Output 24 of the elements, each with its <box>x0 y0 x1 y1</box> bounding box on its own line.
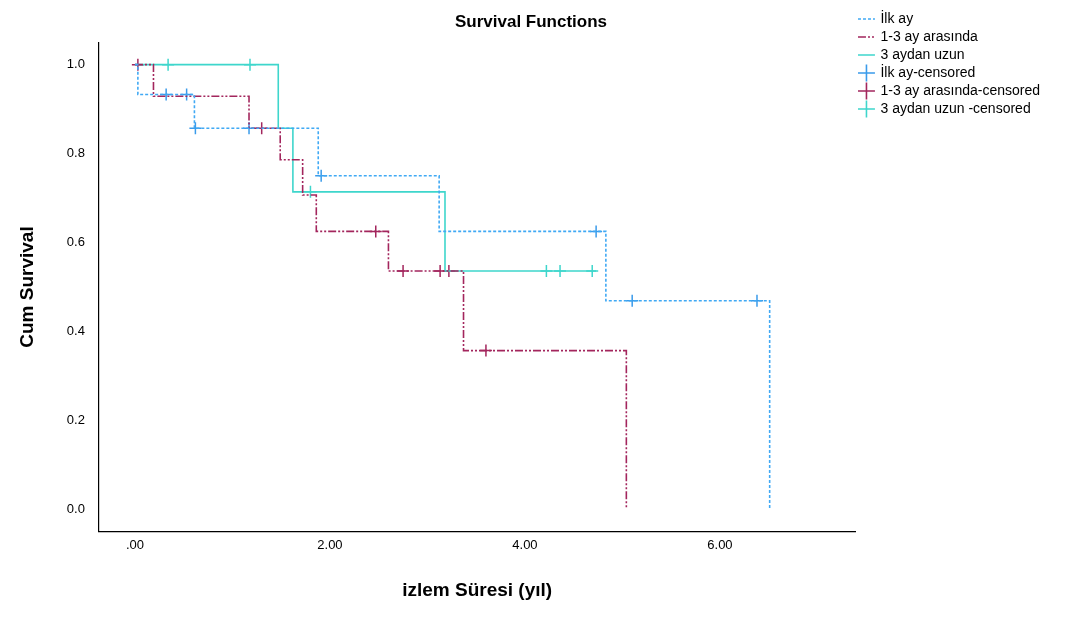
chart-title: Survival Functions <box>454 11 608 31</box>
point <box>750 294 764 308</box>
point <box>188 121 203 135</box>
legend-label: 3 aydan uzun -censored <box>880 99 1031 116</box>
x-tick-label: 2.00 <box>317 536 343 552</box>
y-tick-label: 0.8 <box>66 145 85 161</box>
y-axis-title: Cum Survival <box>15 226 37 348</box>
x-tick-label: 4.00 <box>512 536 538 552</box>
y-tick-label: 0.0 <box>66 500 85 516</box>
point <box>589 224 603 239</box>
point <box>625 294 639 308</box>
legend-label: 3 aydan uzun <box>880 45 965 62</box>
legend-label: 1-3 ay arasında-censored <box>880 81 1041 98</box>
legend-label: İlk ay-censored <box>880 62 976 80</box>
legend-label: 1-3 ay arasında <box>880 27 978 44</box>
point <box>369 224 383 239</box>
y-tick-label: 0.2 <box>66 412 85 427</box>
x-tick-label: 6.00 <box>707 536 733 552</box>
y-tick-label: 0.4 <box>66 323 85 339</box>
y-tick-label: 1.0 <box>66 56 85 72</box>
x-axis-title: izlem Süresi (yıl) <box>402 578 553 600</box>
x-tick-label: .00 <box>125 536 144 552</box>
legend-label: İlk ay <box>880 8 914 26</box>
y-tick-label: 0.6 <box>66 234 85 250</box>
